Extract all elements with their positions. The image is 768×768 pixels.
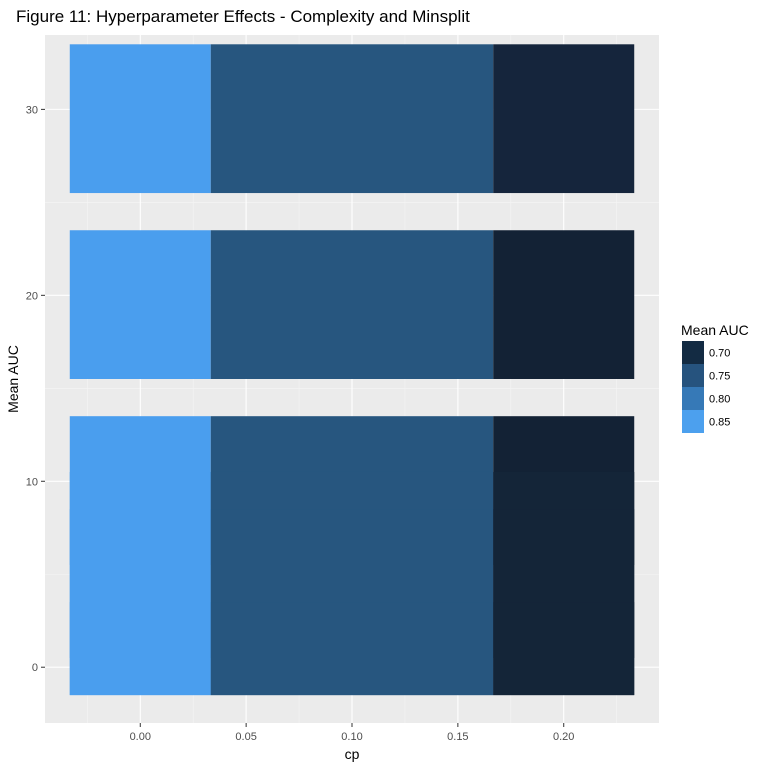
tile <box>69 602 211 696</box>
tile <box>69 230 211 379</box>
y-axis-title: Mean AUC <box>5 345 21 413</box>
x-tick-label: 0.10 <box>341 731 362 743</box>
y-tick-label: 0 <box>32 662 38 674</box>
x-axis: 0.00 0.05 0.10 0.15 0.20 <box>130 723 574 743</box>
y-tick-label: 30 <box>26 104 38 116</box>
legend-label: 0.85 <box>709 417 730 429</box>
legend-key <box>682 410 704 433</box>
legend-label: 0.70 <box>709 348 730 360</box>
y-tick-label: 10 <box>26 476 38 488</box>
legend-label: 0.80 <box>709 394 730 406</box>
tiles-layer <box>69 44 635 696</box>
legend-key <box>682 387 704 410</box>
tile <box>210 602 494 696</box>
tile <box>69 44 211 194</box>
y-axis: 0 10 20 30 <box>26 104 45 674</box>
x-axis-title: cp <box>345 746 360 762</box>
legend-key <box>682 341 704 364</box>
tile <box>493 44 635 194</box>
tile <box>493 602 635 696</box>
x-tick-label: 0.00 <box>130 731 151 743</box>
tile <box>210 230 494 379</box>
tile <box>493 230 635 379</box>
chart-title: Figure 11: Hyperparameter Effects - Comp… <box>16 7 470 26</box>
x-tick-label: 0.15 <box>447 731 468 743</box>
x-tick-label: 0.20 <box>553 731 574 743</box>
legend-key <box>682 364 704 387</box>
legend-label: 0.75 <box>709 371 730 383</box>
y-tick-label: 20 <box>26 290 38 302</box>
x-tick-label: 0.05 <box>235 731 256 743</box>
legend: Mean AUC 0.70 0.75 0.80 0.85 <box>681 322 749 433</box>
tile <box>210 44 494 194</box>
legend-title: Mean AUC <box>681 322 749 338</box>
